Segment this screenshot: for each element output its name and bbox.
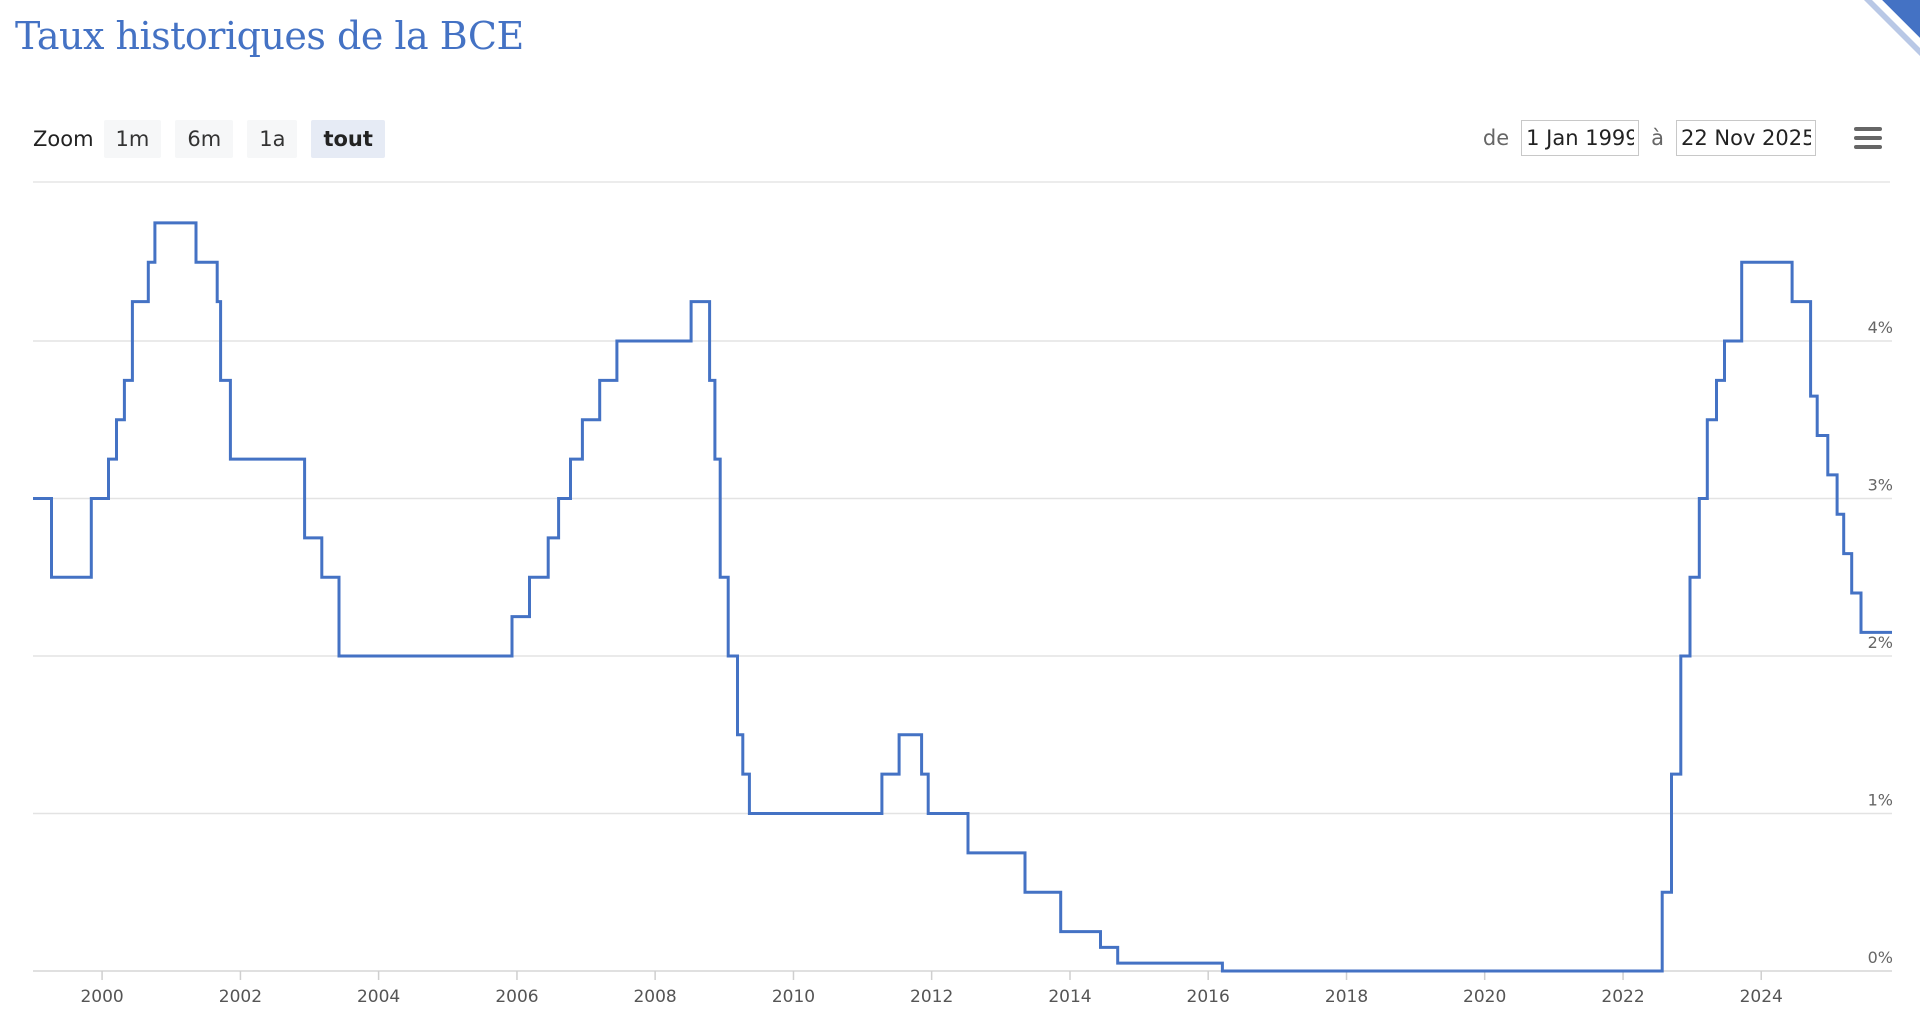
rate-point (192, 258, 200, 266)
zoom-label: Zoom (33, 127, 94, 151)
rate-point (1848, 589, 1856, 597)
y-tick-label: 1% (1868, 791, 1893, 810)
from-date-input[interactable] (1521, 120, 1640, 156)
rate-points (29, 219, 1896, 975)
rate-point (217, 376, 225, 384)
rate-point (508, 613, 516, 621)
x-tick-label: 2006 (495, 987, 538, 1007)
rate-point (895, 731, 903, 739)
y-axis-labels: 0% 1% 2% 3% 4% (1868, 318, 1893, 967)
y-tick-label: 2% (1868, 633, 1893, 652)
x-tick-label: 2000 (80, 987, 123, 1007)
x-tick-label: 2024 (1740, 987, 1783, 1007)
rate-point (918, 770, 926, 778)
rate-point (687, 298, 695, 306)
rate-point (1824, 471, 1832, 479)
rate-point (711, 455, 719, 463)
rate-point (1096, 943, 1104, 951)
zoom-1m-button[interactable]: 1m (103, 120, 162, 158)
rate-point (1021, 888, 1029, 896)
rate-point (48, 573, 56, 581)
x-tick-label: 2012 (910, 987, 953, 1007)
rate-point (1738, 258, 1746, 266)
rate-point (112, 416, 120, 424)
rate-point (1888, 628, 1896, 636)
grid-lines (33, 340, 1892, 815)
rate-point (105, 455, 113, 463)
rate-point (213, 298, 221, 306)
x-tick-label: 2016 (1187, 987, 1230, 1007)
rate-series-line (33, 221, 1892, 973)
rate-point (706, 376, 714, 384)
x-axis-ticks: 2000 2002 2004 2006 2008 2010 2012 2014 2016 2018… (80, 971, 1783, 1007)
zoom-6m-button[interactable]: 6m (175, 120, 234, 158)
rate-point (1695, 495, 1703, 503)
rate-point (578, 416, 586, 424)
y-tick-label: 0% (1868, 948, 1893, 967)
x-tick-label: 2008 (633, 987, 676, 1007)
rate-point (1720, 337, 1728, 345)
zoom-bar: Zoom 1m 6m 1a tout (33, 120, 399, 158)
rate-point (1857, 628, 1865, 636)
corner-ribbon-icon (1864, 0, 1920, 56)
rate-point (1813, 432, 1821, 440)
zoom-tout-button[interactable]: tout (311, 120, 385, 158)
rate-point (924, 810, 932, 818)
rate-point (301, 534, 309, 542)
rate-point (878, 770, 886, 778)
rate-point (739, 770, 747, 778)
rate-point (1658, 888, 1666, 896)
rate-point (613, 337, 621, 345)
rate-point (120, 376, 128, 384)
rate-point (318, 573, 326, 581)
rate-point (724, 652, 732, 660)
hamburger-menu-icon[interactable] (1852, 125, 1884, 151)
zoom-1a-button[interactable]: 1a (247, 120, 298, 158)
date-range-selector: de à (1483, 118, 1920, 158)
rate-point (1114, 959, 1122, 967)
rate-point (1686, 573, 1694, 581)
rate-point (29, 495, 37, 503)
x-tick-label: 2022 (1601, 987, 1644, 1007)
rate-point (733, 731, 741, 739)
x-tick-label: 2004 (357, 987, 400, 1007)
rate-point (1807, 392, 1815, 400)
rate-point (745, 810, 753, 818)
to-label: à (1651, 126, 1664, 150)
rate-point (1668, 770, 1676, 778)
rate-point (335, 652, 343, 660)
x-tick-label: 2010 (772, 987, 815, 1007)
rate-point (87, 495, 95, 503)
rate-point (1057, 928, 1065, 936)
to-date-input[interactable] (1676, 120, 1816, 156)
x-tick-label: 2002 (219, 987, 262, 1007)
rate-point (1218, 967, 1226, 975)
rate-point (1788, 298, 1796, 306)
rate-point (596, 376, 604, 384)
x-tick-label: 2018 (1325, 987, 1368, 1007)
rate-point (567, 455, 575, 463)
rate-point (964, 849, 972, 857)
x-tick-label: 2020 (1463, 987, 1506, 1007)
rate-point (1703, 416, 1711, 424)
rate-point (1840, 550, 1848, 558)
from-label: de (1482, 126, 1510, 150)
rate-point (151, 219, 159, 227)
rate-point (1677, 652, 1685, 660)
rate-point (1833, 510, 1841, 518)
y-tick-label: 3% (1868, 476, 1893, 495)
rate-point (525, 573, 533, 581)
rate-point (144, 258, 152, 266)
rate-point (128, 298, 136, 306)
rate-point (544, 534, 552, 542)
y-tick-label: 4% (1868, 318, 1893, 337)
page-title: Taux historiques de la BCE (15, 14, 524, 58)
rate-point (1713, 376, 1721, 384)
x-tick-label: 2014 (1048, 987, 1091, 1007)
rate-point (555, 495, 563, 503)
rate-point (716, 573, 724, 581)
rate-point (226, 455, 234, 463)
